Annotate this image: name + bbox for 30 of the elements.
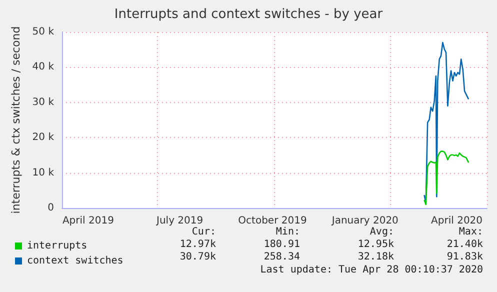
x-tick-label: April 2019: [62, 216, 114, 226]
legend-label: context switches: [27, 256, 124, 266]
x-tick-label: October 2019: [238, 216, 307, 226]
text: Avg:: [370, 226, 394, 238]
text: 91.83k: [446, 252, 483, 262]
y-tick-label: 20 k: [32, 132, 54, 144]
text: Cur:: [192, 226, 216, 238]
chart-title: Interrupts and context switches - by year: [114, 7, 384, 22]
text: 12.95k: [358, 239, 394, 250]
x-tick-label: January 2020: [330, 216, 398, 226]
y-tick-label: 0: [48, 202, 54, 214]
x-tick-label: July 2019: [156, 216, 204, 226]
text: Max:: [458, 226, 483, 238]
text: 12.97k: [180, 239, 216, 250]
line-series: [424, 150, 470, 206]
y-axis-title: interrupts & ctx switches / second: [9, 26, 22, 214]
line-series: [424, 42, 470, 204]
y-tick-label: 40 k: [32, 62, 54, 73]
y-tick-label: 30 k: [32, 96, 54, 108]
text: 30.79k: [180, 252, 216, 262]
text: 258.34: [264, 252, 300, 262]
y-tick-label: 10 k: [32, 167, 54, 178]
x-tick-label: April 2020: [431, 216, 483, 226]
text: Min:: [276, 226, 300, 238]
text: 21.40k: [446, 239, 483, 250]
text: 180.91: [264, 239, 300, 250]
text: 32.18k: [358, 252, 394, 262]
y-tick-label: 50 k: [32, 26, 54, 38]
text: Last update: Tue Apr 28 00:10:37 2020: [260, 264, 484, 276]
legend-label: interrupts: [27, 240, 88, 252]
